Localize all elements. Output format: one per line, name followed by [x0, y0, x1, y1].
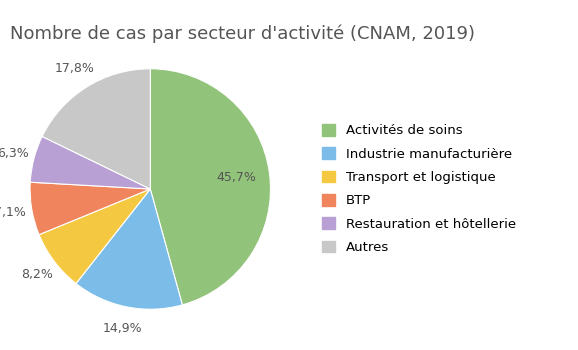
Text: 17,8%: 17,8% [55, 62, 95, 75]
Text: 14,9%: 14,9% [102, 322, 142, 335]
Text: 45,7%: 45,7% [216, 171, 256, 184]
Wedge shape [30, 136, 150, 189]
Wedge shape [42, 69, 150, 189]
Wedge shape [76, 189, 183, 309]
Wedge shape [39, 189, 150, 284]
Text: Nombre de cas par secteur d'activité (CNAM, 2019): Nombre de cas par secteur d'activité (CN… [10, 25, 475, 43]
Text: 8,2%: 8,2% [21, 268, 53, 281]
Text: 6,3%: 6,3% [0, 147, 29, 160]
Legend: Activités de soins, Industrie manufacturière, Transport et logistique, BTP, Rest: Activités de soins, Industrie manufactur… [322, 124, 516, 254]
Wedge shape [150, 69, 271, 305]
Text: 7,1%: 7,1% [0, 206, 27, 219]
Wedge shape [30, 182, 150, 234]
